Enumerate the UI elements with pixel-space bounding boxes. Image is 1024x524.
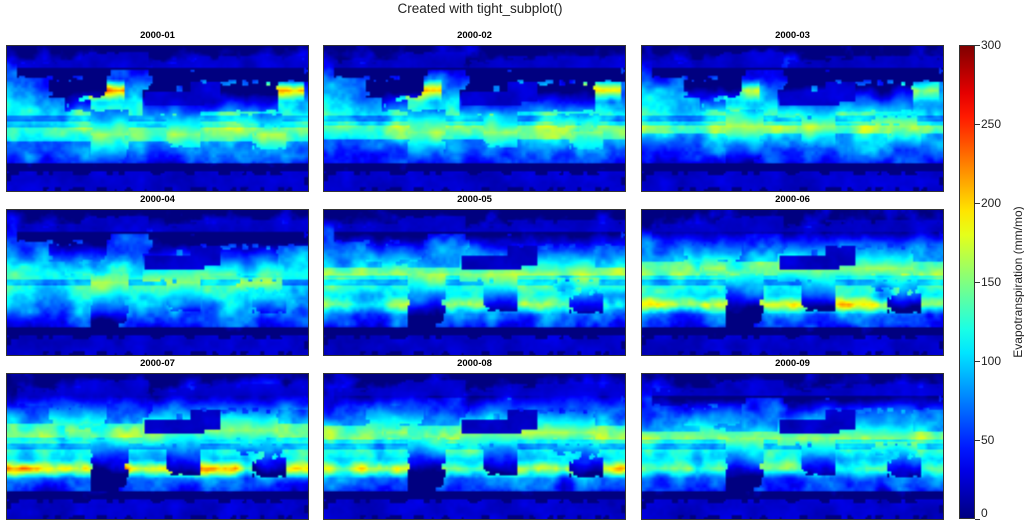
panel-title: 2000-07 — [140, 358, 175, 369]
colorbar — [959, 45, 975, 519]
evapotranspiration-map — [6, 373, 309, 520]
colorbar-tick — [975, 203, 980, 204]
panel-title: 2000-06 — [775, 194, 810, 205]
colorbar-tick-label: 100 — [981, 354, 1002, 368]
colorbar-tick — [975, 361, 980, 362]
colorbar-axis-label: Evapotranspiration (mm/mo) — [1011, 206, 1024, 358]
colorbar-tick-label: 150 — [981, 275, 1002, 289]
panel-title: 2000-05 — [457, 194, 492, 205]
panel-title: 2000-03 — [775, 30, 810, 41]
evapotranspiration-map — [641, 209, 944, 356]
map-panel-2000-09: 2000-09 — [641, 358, 944, 520]
evapotranspiration-map — [6, 209, 309, 356]
colorbar-tick — [975, 45, 980, 46]
colorbar-tick — [975, 519, 980, 520]
panel-title: 2000-09 — [775, 358, 810, 369]
panel-title: 2000-08 — [457, 358, 492, 369]
colorbar-tick-label: 300 — [981, 38, 1002, 52]
map-panel-2000-02: 2000-02 — [323, 30, 626, 192]
colorbar-tick — [975, 282, 980, 283]
colorbar-tick-label: 0 — [981, 506, 988, 520]
map-panel-2000-07: 2000-07 — [6, 358, 309, 520]
evapotranspiration-map — [323, 209, 626, 356]
map-panel-2000-03: 2000-03 — [641, 30, 944, 192]
panel-title: 2000-02 — [457, 30, 492, 41]
panel-title: 2000-01 — [140, 30, 175, 41]
map-panel-2000-05: 2000-05 — [323, 194, 626, 356]
map-panel-2000-08: 2000-08 — [323, 358, 626, 520]
colorbar-tick-label: 200 — [981, 196, 1002, 210]
map-panel-2000-04: 2000-04 — [6, 194, 309, 356]
panel-title: 2000-04 — [140, 194, 175, 205]
colorbar-tick-label: 50 — [981, 433, 995, 447]
map-panel-2000-06: 2000-06 — [641, 194, 944, 356]
colorbar-tick — [975, 440, 980, 441]
figure-title: Created with tight_subplot() — [397, 1, 563, 16]
evapotranspiration-map — [323, 45, 626, 192]
evapotranspiration-map — [6, 45, 309, 192]
map-panel-2000-01: 2000-01 — [6, 30, 309, 192]
colorbar-tick — [975, 124, 980, 125]
evapotranspiration-map — [641, 373, 944, 520]
colorbar-tick-label: 250 — [981, 117, 1002, 131]
evapotranspiration-map — [323, 373, 626, 520]
evapotranspiration-map — [641, 45, 944, 192]
